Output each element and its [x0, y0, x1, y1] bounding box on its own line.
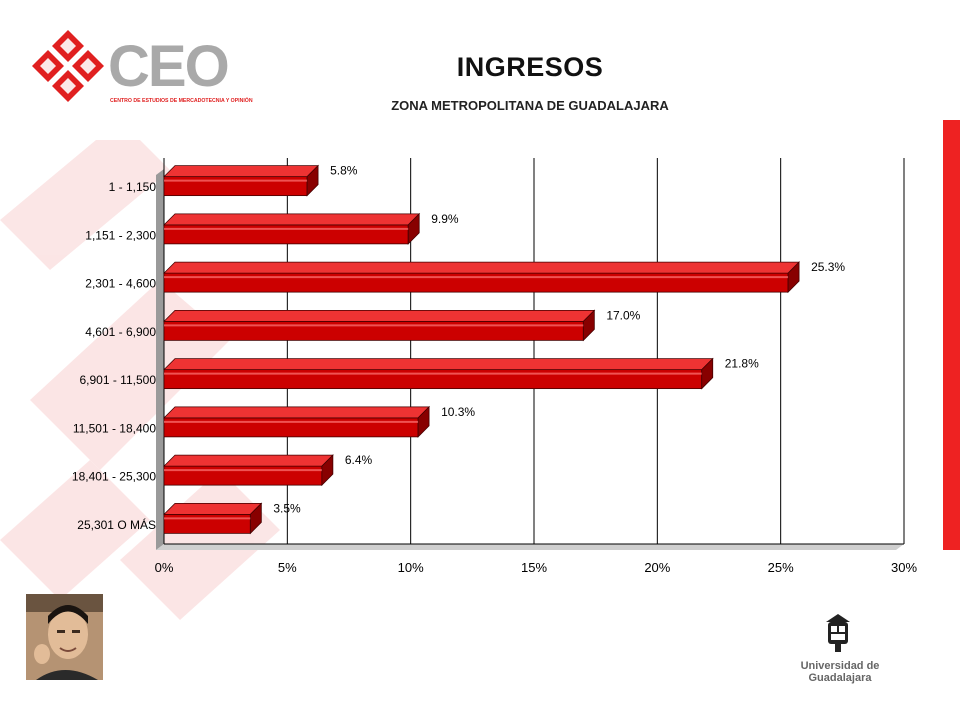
bar-side — [787, 261, 800, 294]
x-tick-label: 10% — [398, 560, 424, 575]
bar-side — [407, 212, 420, 245]
bar-side — [582, 309, 595, 342]
y-tick-label: 2,301 - 4,600 — [85, 277, 156, 291]
logo-wordmark: CEO — [108, 34, 228, 99]
presenter-photo — [26, 594, 103, 680]
bar — [163, 272, 789, 293]
ceo-logo: CEO CENTRO DE ESTUDIOS DE MERCADOTECNIA … — [32, 30, 253, 104]
x-tick-label: 15% — [521, 560, 547, 575]
bar-top — [163, 309, 596, 322]
bar-top — [163, 358, 714, 371]
bar-side — [249, 502, 262, 535]
page-title: INGRESOS — [456, 52, 604, 82]
x-tick-label: 5% — [278, 560, 297, 575]
bar-top — [163, 165, 320, 178]
data-label: 17.0% — [606, 308, 640, 322]
bar — [163, 465, 323, 486]
bar — [163, 369, 703, 390]
data-label: 9.9% — [431, 212, 459, 226]
y-tick-label: 4,601 - 6,900 — [85, 325, 156, 339]
bar — [163, 176, 308, 197]
institution-name: Universidad de Guadalajara — [800, 660, 880, 684]
udg-crest-icon — [826, 614, 850, 652]
income-bar-chart: 0% 5% 10% 15% 20% 25% 30% 1 - 1,150 5.8% 1,151 - … — [72, 158, 917, 575]
y-tick-label: 1 - 1,150 — [109, 180, 157, 194]
bar — [163, 417, 419, 438]
x-tick-label: 0% — [155, 560, 174, 575]
bar — [163, 320, 584, 341]
x-tick-label: 25% — [768, 560, 794, 575]
logo-tagline: CENTRO DE ESTUDIOS DE MERCADOTECNIA Y OP… — [110, 96, 253, 104]
chart-wall — [156, 169, 164, 550]
data-label: 3.5% — [273, 501, 301, 515]
chart-floor — [156, 544, 904, 550]
bar-top — [163, 213, 421, 226]
y-tick-label: 6,901 - 11,500 — [79, 373, 156, 387]
bar-side — [701, 357, 714, 390]
bar-top — [163, 406, 431, 419]
bar-top — [163, 261, 801, 274]
bar-side — [306, 164, 319, 197]
bar — [163, 513, 251, 534]
y-tick-label: 11,501 - 18,400 — [73, 421, 157, 435]
data-label: 10.3% — [441, 405, 475, 419]
bar-side — [417, 405, 430, 438]
data-label: 21.8% — [725, 357, 759, 371]
accent-stripe — [943, 120, 960, 550]
data-label: 5.8% — [330, 164, 358, 178]
bar-side — [321, 454, 334, 487]
bar-top — [163, 502, 263, 515]
data-label: 25.3% — [811, 260, 845, 274]
x-tick-label: 20% — [644, 560, 670, 575]
y-tick-label: 25,301 O MÁS — [77, 517, 156, 532]
y-tick-label: 1,151 - 2,300 — [85, 228, 156, 242]
data-label: 6.4% — [345, 453, 373, 467]
y-tick-label: 18,401 - 25,300 — [72, 470, 156, 484]
page-subtitle: ZONA METROPOLITANA DE GUADALAJARA — [391, 98, 669, 113]
bar-top — [163, 454, 334, 467]
x-tick-label: 30% — [891, 560, 917, 575]
bar — [163, 224, 409, 245]
